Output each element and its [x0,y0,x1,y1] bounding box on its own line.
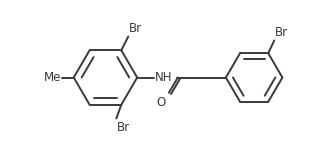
Text: Br: Br [129,22,142,35]
Text: Br: Br [117,121,130,134]
Text: Me: Me [43,71,61,84]
Text: Br: Br [275,26,288,39]
Text: NH: NH [155,71,173,84]
Text: O: O [157,96,166,109]
